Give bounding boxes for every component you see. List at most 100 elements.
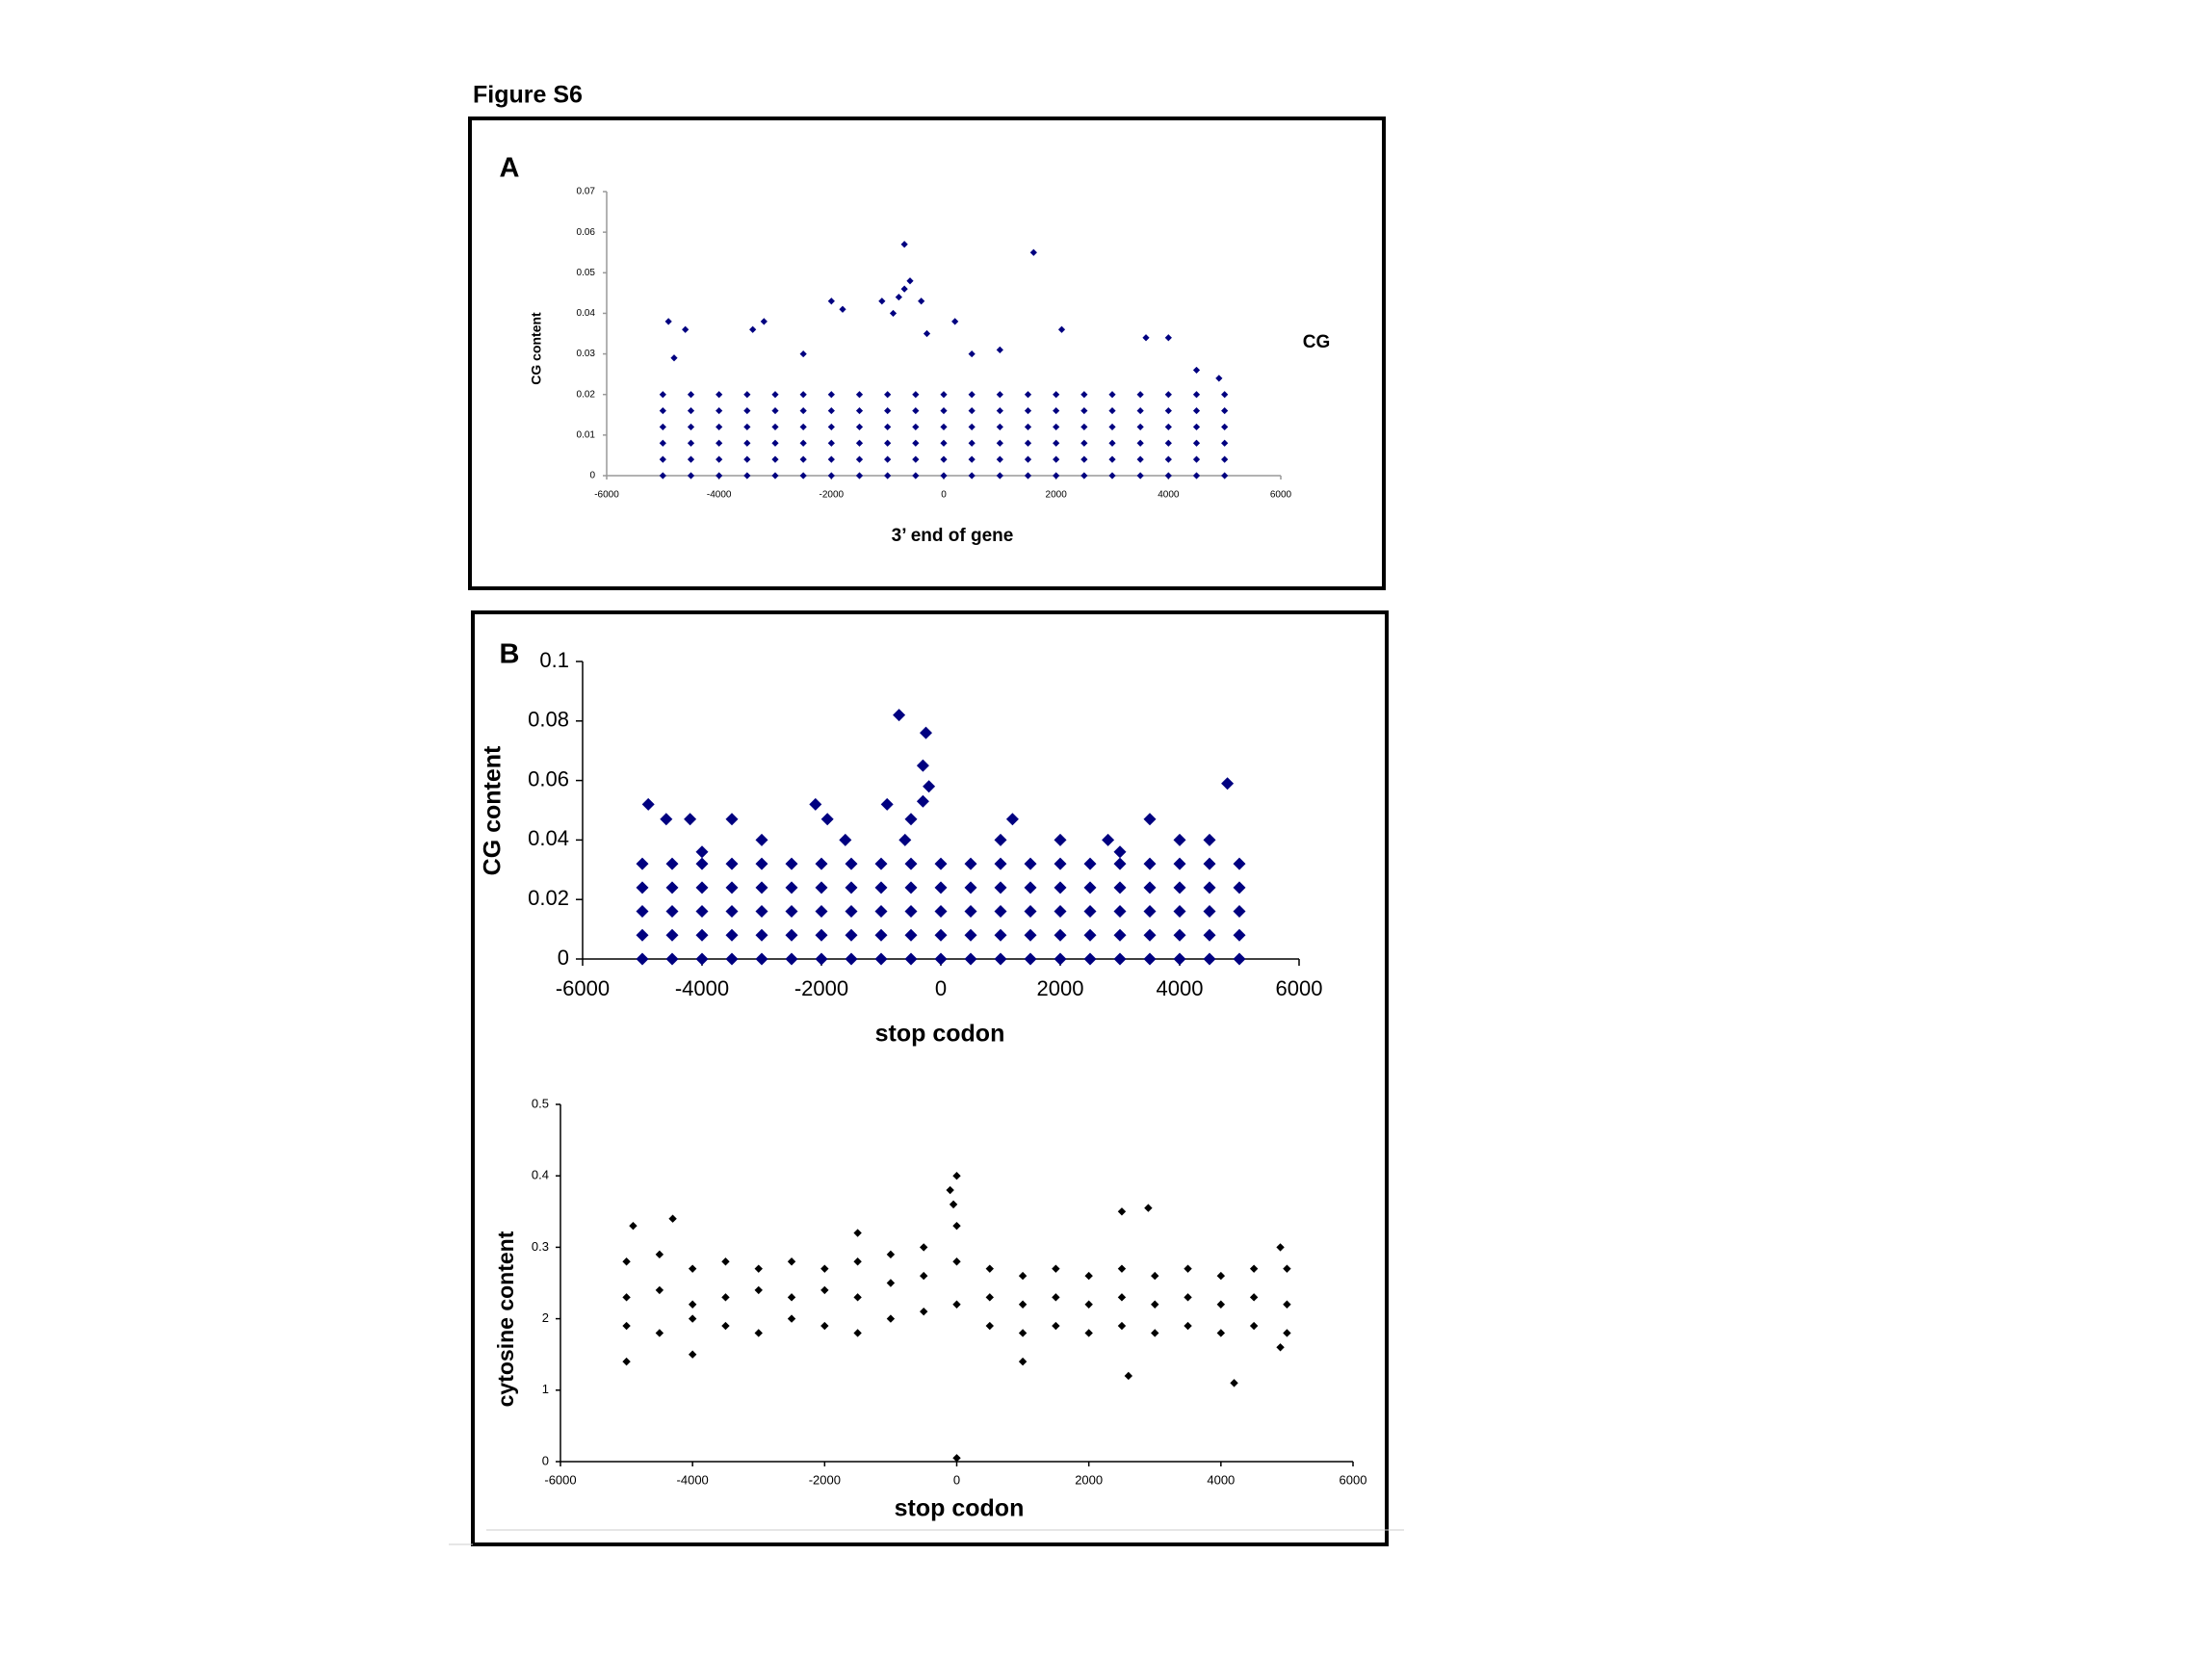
point (1080, 472, 1088, 480)
point (629, 1221, 638, 1231)
point (912, 455, 920, 463)
point (787, 1293, 796, 1302)
point (839, 833, 852, 846)
point (1184, 1264, 1192, 1273)
point (1052, 1321, 1060, 1331)
point (760, 318, 768, 325)
point (853, 1257, 862, 1266)
point (904, 813, 918, 826)
point (906, 277, 914, 285)
point (688, 1264, 697, 1273)
x-tick-label: -2000 (809, 1472, 841, 1487)
point (1084, 1300, 1093, 1309)
point (1113, 928, 1127, 942)
x-tick-label: 0 (953, 1472, 960, 1487)
point (827, 472, 835, 480)
point (996, 346, 1003, 353)
point (996, 472, 1003, 480)
point (1136, 423, 1144, 431)
point (668, 1214, 677, 1223)
point (659, 406, 666, 415)
point (725, 928, 739, 942)
point (1053, 406, 1060, 415)
point (1143, 905, 1157, 919)
point (827, 439, 835, 447)
point (1173, 905, 1186, 919)
point (996, 406, 1003, 415)
point (665, 905, 679, 919)
point (1053, 455, 1060, 463)
point (754, 1329, 763, 1337)
point (1143, 857, 1157, 870)
point (815, 905, 828, 919)
point (855, 455, 864, 463)
point (884, 472, 892, 480)
point (1233, 857, 1246, 870)
y-tick-label: 0 (589, 471, 595, 481)
panel-label: A (500, 153, 520, 184)
point (853, 1293, 862, 1302)
point (721, 1257, 730, 1266)
point (952, 1454, 961, 1463)
point (695, 845, 709, 859)
point (743, 472, 751, 480)
point (771, 423, 779, 431)
point (985, 1293, 994, 1302)
point (1084, 1329, 1093, 1337)
point (622, 1293, 631, 1302)
point (934, 952, 948, 966)
point (785, 857, 798, 870)
point (636, 905, 649, 919)
point (1192, 366, 1201, 375)
point (687, 423, 695, 431)
point (799, 472, 807, 480)
point (1164, 455, 1172, 463)
point (912, 406, 920, 415)
point (996, 455, 1003, 463)
point (1005, 813, 1019, 826)
y-tick-label: 0.5 (532, 1096, 549, 1110)
point (1113, 845, 1127, 859)
point (827, 298, 835, 305)
point (1024, 455, 1032, 463)
point (1024, 928, 1037, 942)
x-tick-label: 4000 (1158, 490, 1180, 501)
point (622, 1257, 631, 1266)
point (1216, 1329, 1226, 1337)
point (787, 1314, 796, 1323)
point (787, 1257, 796, 1266)
x-tick-label: 4000 (1157, 976, 1204, 1000)
point (655, 1329, 664, 1337)
point (1024, 952, 1037, 966)
point (1136, 472, 1144, 480)
point (799, 406, 807, 415)
point (755, 881, 768, 894)
point (1053, 472, 1060, 480)
point (1052, 1293, 1060, 1302)
point (1024, 857, 1037, 870)
point (1221, 439, 1229, 447)
point (964, 881, 977, 894)
point (1136, 406, 1144, 415)
point (1184, 1321, 1192, 1331)
point (815, 952, 828, 966)
x-tick-label: 0 (941, 490, 947, 501)
point (687, 406, 695, 415)
point (1233, 905, 1246, 919)
point (1164, 406, 1172, 415)
point (884, 423, 892, 431)
point (1283, 1329, 1291, 1337)
point (827, 455, 835, 463)
point (755, 857, 768, 870)
point (934, 928, 948, 942)
point (996, 439, 1003, 447)
point (815, 857, 828, 870)
point (1024, 881, 1037, 894)
point (1249, 1264, 1259, 1273)
point (1024, 406, 1032, 415)
y-tick-label: 0.3 (532, 1239, 549, 1254)
point (820, 1285, 829, 1295)
x-axis-title: 3’ end of gene (892, 526, 1014, 546)
y-tick-label: 2 (542, 1310, 549, 1325)
